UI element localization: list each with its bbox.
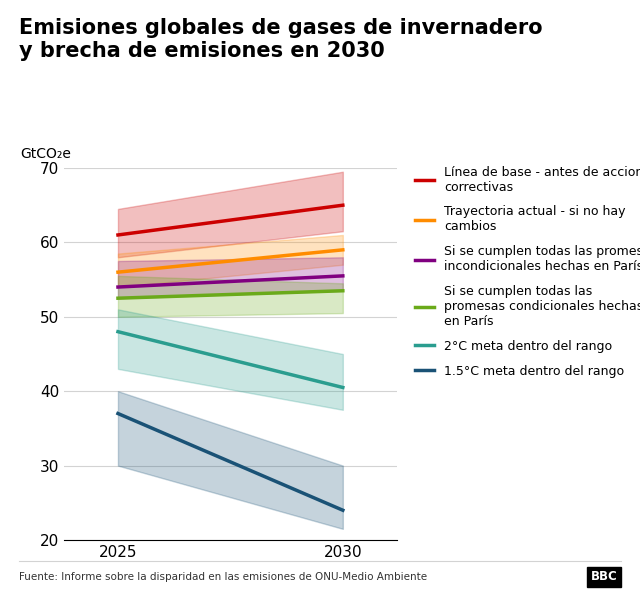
Legend: Línea de base - antes de acciones
correctivas, Trayectoria actual - si no hay
ca: Línea de base - antes de acciones correc… [410, 161, 640, 383]
Text: GtCO₂e: GtCO₂e [20, 146, 72, 161]
Text: Fuente: Informe sobre la disparidad en las emisiones de ONU-Medio Ambiente: Fuente: Informe sobre la disparidad en l… [19, 572, 428, 582]
Text: Emisiones globales de gases de invernadero
y brecha de emisiones en 2030: Emisiones globales de gases de invernade… [19, 18, 543, 61]
Text: BBC: BBC [591, 570, 618, 583]
